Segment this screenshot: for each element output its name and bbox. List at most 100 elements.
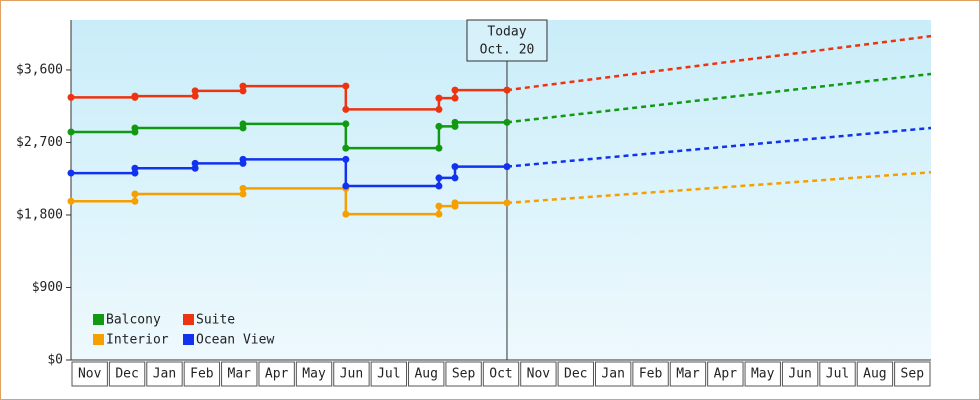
x-tick-label: Nov [527,367,551,382]
point [435,202,443,210]
point [191,159,199,167]
x-tick-label: Sep [901,367,925,382]
x-tick-label: Sep [452,367,476,382]
month-cell [445,361,482,387]
x-tick-label: May [751,367,775,382]
point [131,164,139,172]
y-tick-label: $900 [32,280,63,295]
month-cell [183,361,221,387]
month-cell [781,361,819,387]
x-tick-label: Dec [564,367,587,382]
point [342,144,350,152]
point [67,93,75,101]
point [435,174,443,182]
point [342,120,350,128]
month-cell [408,361,445,387]
point [342,182,350,190]
today-date: Oct. 20 [480,43,535,58]
point [435,210,443,218]
legend-label: Ocean View [196,333,274,348]
x-tick-label: Jun [340,367,363,382]
point [503,118,511,126]
point [451,94,459,102]
x-tick-label: Jul [377,367,400,382]
x-tick-label: Apr [714,367,738,382]
point [191,92,199,100]
today-label: Today [487,25,526,40]
point [451,199,459,207]
x-tick-label: Nov [78,367,102,382]
forecast-line [506,126,932,168]
point [191,164,199,172]
point [239,87,247,95]
legend-label: Balcony [106,313,161,328]
point [342,155,350,163]
point [435,144,443,152]
point [342,105,350,113]
month-cell [370,361,408,387]
point [342,210,350,218]
x-tick-label: Jun [788,367,811,382]
month-cell [108,361,146,387]
point [131,169,139,177]
month-cell [71,361,108,387]
month-cell [594,361,632,387]
point [239,190,247,198]
x-tick-label: Mar [228,367,252,382]
point [435,94,443,102]
x-tick-label: Feb [639,367,663,382]
legend-swatch [183,314,194,325]
month-cell [295,361,333,387]
x-tick-label: May [302,367,326,382]
x-tick-label: Feb [190,367,214,382]
point [191,87,199,95]
month-cell [707,361,744,387]
point [239,184,247,192]
today-box [466,19,548,62]
month-cell [333,361,370,387]
point [131,197,139,205]
point [503,163,511,171]
month-cell [520,361,557,387]
point [451,118,459,126]
x-tick-label: Aug [863,367,886,382]
y-tick-label: $2,700 [16,135,63,150]
point [67,197,75,205]
point [131,92,139,100]
month-cell [482,361,520,387]
legend-swatch [183,334,194,345]
point [435,122,443,130]
plot-area [71,20,931,360]
point [239,120,247,128]
x-tick-label: Jan [601,367,624,382]
legend-label: Interior [106,333,169,348]
legend-label: Suite [196,313,235,328]
month-cell [894,361,931,387]
month-cell [221,361,258,387]
month-cell [557,361,594,387]
point [435,182,443,190]
point [239,155,247,163]
point [451,163,459,171]
y-tick-label: $1,800 [16,207,63,222]
x-tick-label: Jul [826,367,849,382]
x-tick-label: Dec [115,367,138,382]
legend-swatch [93,314,104,325]
point [67,169,75,177]
point [239,82,247,90]
x-tick-label: Jan [153,367,176,382]
x-tick-label: Aug [414,367,437,382]
x-tick-label: Oct [489,367,512,382]
point [342,82,350,90]
x-tick-label: Apr [265,367,289,382]
y-tick-label: $3,600 [16,62,63,77]
month-cell [669,361,707,387]
month-cell [856,361,894,387]
month-cell [258,361,295,387]
point [451,174,459,182]
point [131,124,139,132]
point [435,105,443,113]
point [67,128,75,136]
